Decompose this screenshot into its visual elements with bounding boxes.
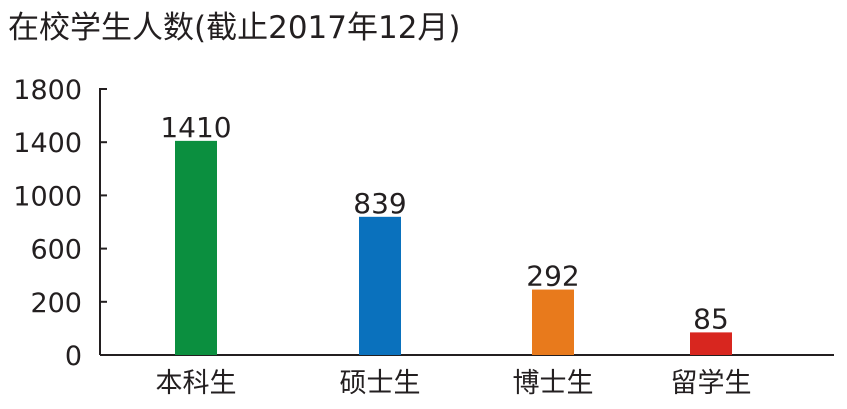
category-labels: 本科生 硕士生 博士生 留学生 [156, 368, 752, 399]
category-label: 本科生 [156, 368, 237, 399]
data-label: 1410 [160, 111, 231, 144]
y-ticks: 0 200 600 1000 1400 1800 [13, 75, 107, 372]
y-tick-label: 1800 [13, 75, 82, 106]
y-tick-label: 200 [30, 288, 82, 319]
category-label: 留学生 [671, 368, 752, 399]
data-label: 292 [526, 260, 579, 293]
chart-title: 在校学生人数(截止2017年12月) [8, 10, 461, 46]
y-tick-label: 1000 [13, 181, 82, 212]
category-label: 博士生 [513, 368, 594, 399]
data-label: 839 [353, 187, 406, 220]
y-tick-label: 600 [30, 235, 82, 266]
category-label: 硕士生 [340, 368, 421, 399]
data-labels: 1410 839 292 85 [160, 111, 728, 336]
bar-4 [690, 332, 732, 355]
bars [175, 140, 732, 355]
bar-1 [175, 140, 217, 355]
y-tick-label: 0 [65, 341, 82, 372]
bar-3 [532, 289, 574, 355]
y-tick-label: 1400 [13, 128, 82, 159]
data-label: 85 [693, 302, 729, 335]
bar-2 [359, 216, 401, 355]
